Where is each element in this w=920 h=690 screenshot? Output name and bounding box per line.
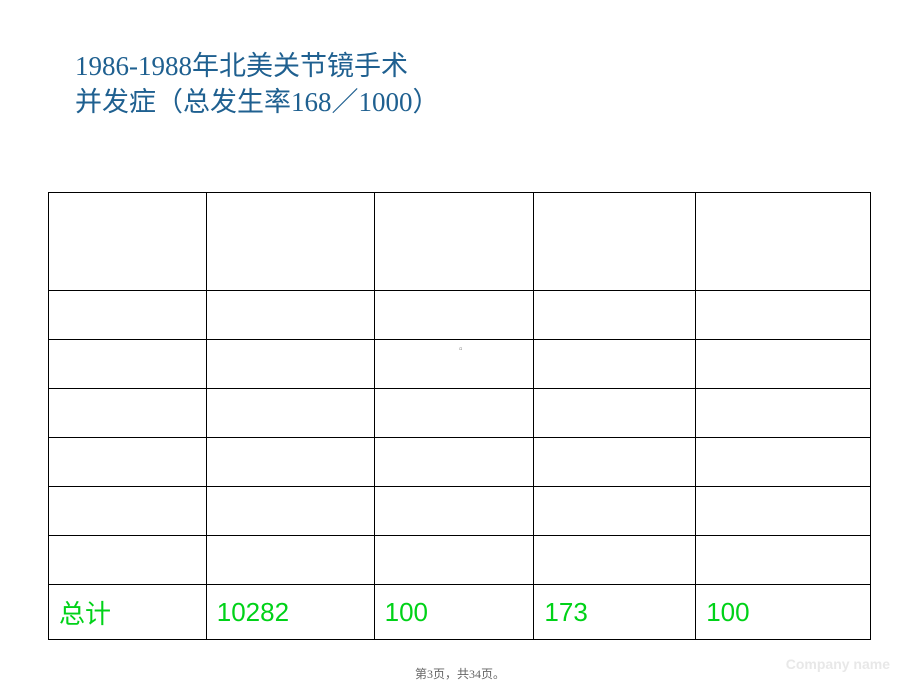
table-cell (49, 536, 207, 585)
table-row (49, 487, 871, 536)
table-cell (534, 389, 696, 438)
table-cell (206, 340, 374, 389)
table-cell (696, 487, 871, 536)
header-cell (49, 193, 207, 291)
table-cell (696, 536, 871, 585)
table-cell (49, 291, 207, 340)
table-cell (696, 291, 871, 340)
table-row (49, 536, 871, 585)
total-cell: 173 (534, 585, 696, 640)
table-cell (374, 291, 534, 340)
slide-heading: 1986-1988年北美关节镜手术 并发症（总发生率168／1000） (75, 48, 440, 121)
table-cell (49, 389, 207, 438)
table-cell (696, 438, 871, 487)
table-cell (374, 389, 534, 438)
total-cell: 100 (374, 585, 534, 640)
footer-company-text: Company name (786, 656, 890, 672)
table-cell (206, 291, 374, 340)
table-cell (374, 487, 534, 536)
total-cell: 10282 (206, 585, 374, 640)
total-label-cell: 总计 (49, 585, 207, 640)
header-cell (374, 193, 534, 291)
heading-line-1: 1986-1988年北美关节镜手术 (75, 48, 440, 84)
header-cell (534, 193, 696, 291)
table-row (49, 389, 871, 438)
center-mark-icon: ▫ (459, 344, 463, 355)
table-total-row: 总计 10282 100 173 100 (49, 585, 871, 640)
table-cell (206, 438, 374, 487)
table-cell (49, 340, 207, 389)
table-cell (696, 389, 871, 438)
table-cell (206, 536, 374, 585)
table-cell (534, 536, 696, 585)
total-cell: 100 (696, 585, 871, 640)
table-cell (206, 487, 374, 536)
table-cell (374, 438, 534, 487)
table-row (49, 291, 871, 340)
table-cell (534, 487, 696, 536)
table-cell (696, 340, 871, 389)
data-table: 总计 10282 100 173 100 (48, 192, 871, 640)
table-cell (534, 291, 696, 340)
header-cell (206, 193, 374, 291)
table-header-row (49, 193, 871, 291)
data-table-container: 总计 10282 100 173 100 (48, 192, 871, 640)
table-cell (374, 536, 534, 585)
table-cell (374, 340, 534, 389)
table-row (49, 438, 871, 487)
table-cell (49, 438, 207, 487)
header-cell (696, 193, 871, 291)
table-cell (534, 340, 696, 389)
footer-page-number: 第3页，共34页。 (415, 665, 505, 682)
table-cell (206, 389, 374, 438)
table-cell (49, 487, 207, 536)
table-cell (534, 438, 696, 487)
heading-line-2: 并发症（总发生率168／1000） (75, 84, 440, 120)
